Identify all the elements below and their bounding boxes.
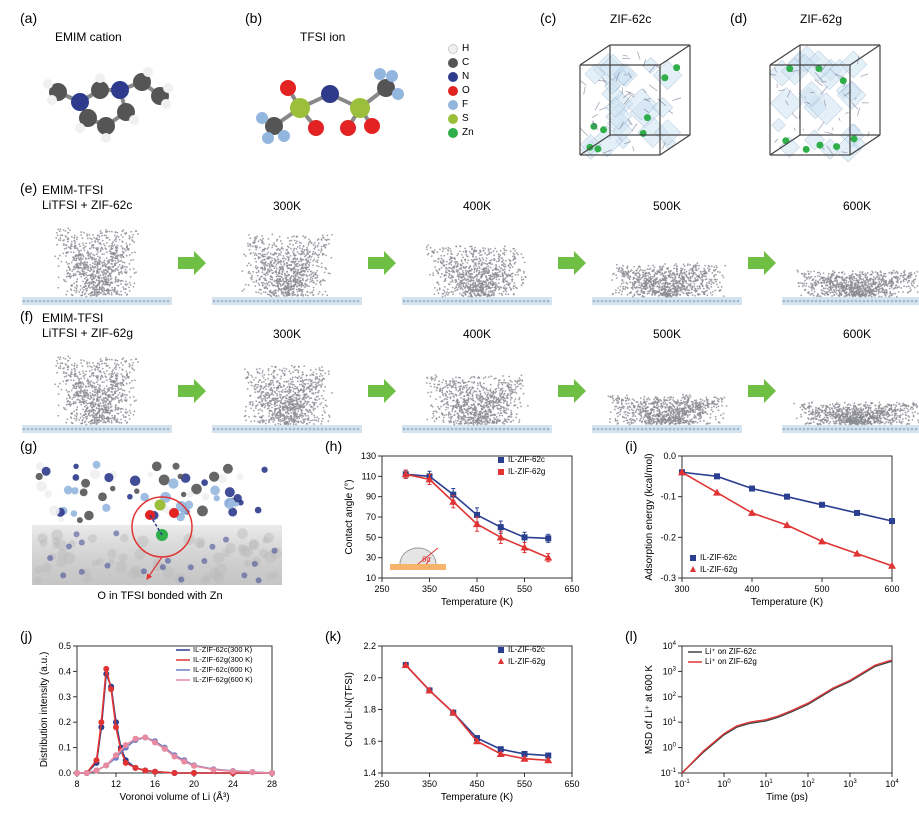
emim-molecule [30, 40, 190, 160]
droplet-cell: 300K [212, 343, 362, 443]
legend-f: F [462, 98, 468, 112]
chart-j: 812162024280.00.10.20.30.40.5Voronoi vol… [35, 638, 275, 798]
row-f-label: EMIM-TFSI LiTFSI + ZIF-62g [42, 311, 133, 341]
temp-label: 300K [212, 199, 362, 213]
arrow-icon [178, 251, 206, 275]
arrow-icon [558, 251, 586, 275]
zif62c-cube [565, 30, 705, 170]
panel-k-label: (k) [325, 628, 341, 644]
droplet-cell: 500K [592, 215, 742, 315]
arrow-icon [558, 379, 586, 403]
panel-j-label: (j) [20, 628, 32, 644]
arrow-icon [368, 379, 396, 403]
chart-i: 300400500600-0.3-0.2-0.10.0Temperature (… [640, 448, 900, 608]
arrow-icon [748, 379, 776, 403]
panel-g-caption: O in TFSI bonded with Zn [50, 590, 270, 602]
temp-label: 400K [402, 199, 552, 213]
legend-o: O [462, 84, 470, 98]
droplet-cell: 500K [592, 343, 742, 443]
panel-b-label: (b) [245, 10, 262, 26]
legend-c: C [462, 56, 469, 70]
temp-label: 600K [782, 327, 919, 341]
panel-g-render [32, 455, 282, 585]
legend-h: H [462, 42, 469, 56]
chart-l: 10-110010110210310410-1100101102103104Ti… [640, 638, 900, 798]
atom-legend: H C N O F S Zn [448, 42, 474, 140]
legend-n: N [462, 70, 469, 84]
temp-label: 500K [592, 199, 742, 213]
temp-label: 400K [402, 327, 552, 341]
panel-d-title: ZIF-62g [800, 12, 842, 26]
droplet-cell: 600K [782, 343, 919, 443]
arrow-icon [178, 379, 206, 403]
panel-a-label: (a) [20, 10, 37, 26]
droplet-cell [22, 215, 172, 315]
tfsi-molecule [240, 40, 440, 160]
panel-f-label: (f) [20, 308, 33, 324]
legend-zn: Zn [462, 126, 474, 140]
panel-e-label: (e) [20, 180, 37, 196]
chart-k: 2503504505506501.41.61.82.02.2Temperatur… [340, 638, 580, 798]
temp-label: 600K [782, 199, 919, 213]
droplet-row-f: 300K 400K 500K 600K [22, 343, 919, 443]
temp-label: 500K [592, 327, 742, 341]
arrow-icon [748, 251, 776, 275]
row-e-label: EMIM-TFSI LiTFSI + ZIF-62c [42, 183, 132, 213]
droplet-cell: 400K [402, 215, 552, 315]
panel-g-label: (g) [20, 438, 37, 454]
panel-d-label: (d) [730, 10, 747, 26]
droplet-cell: 600K [782, 215, 919, 315]
panel-c-label: (c) [540, 10, 556, 26]
legend-s: S [462, 112, 469, 126]
droplet-cell: 400K [402, 343, 552, 443]
droplet-row-e: 300K 400K 500K 600K [22, 215, 919, 315]
droplet-cell: 300K [212, 215, 362, 315]
panel-l-label: (l) [625, 628, 637, 644]
zif62g-cube [755, 30, 895, 170]
temp-label: 300K [212, 327, 362, 341]
droplet-cell [22, 343, 172, 443]
panel-c-title: ZIF-62c [610, 12, 651, 26]
chart-h: 2503504505506501030507090110130Temperatu… [340, 448, 580, 608]
arrow-icon [368, 251, 396, 275]
panel-i-label: (i) [625, 438, 637, 454]
